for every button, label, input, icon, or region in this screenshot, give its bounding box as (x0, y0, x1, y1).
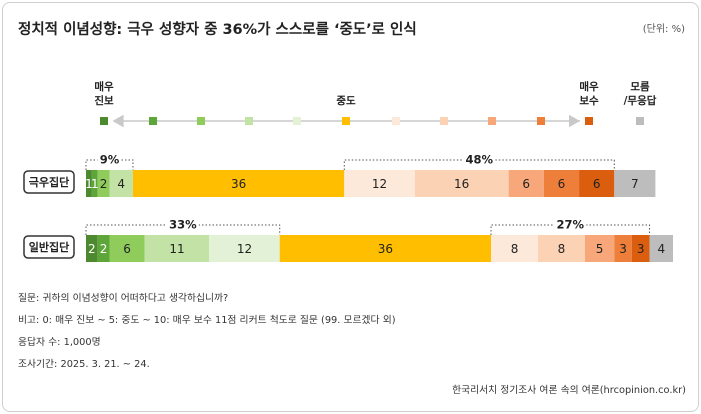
bars: 11 2 4 36 12 16 6 6 6 72 2 6 11 12 36 8 8 5 3 3 4 (85, 170, 673, 262)
bar-segment-1-7 (537, 235, 585, 262)
bar-label-1-0: 2 (88, 242, 96, 256)
bar-label-1-8: 5 (596, 242, 604, 256)
bracket-label-bg-0 (97, 151, 122, 165)
scale-square-10 (585, 117, 593, 125)
bar-label-1-2: 6 (123, 242, 131, 256)
scale-dk-label-1: 모름 (630, 81, 650, 93)
bracket-label-2: 33% (169, 218, 197, 232)
bar-label-1-9: 3 (619, 242, 627, 256)
bar-segment-1-6 (491, 235, 538, 262)
bar-label-1-3: 11 (169, 242, 184, 256)
brackets: 9% 48% 33% 27% (85, 151, 651, 235)
bar-segment-0-2 (97, 170, 110, 197)
bar-segment-0-10 (579, 170, 615, 197)
bar-segment-0-1 (91, 170, 98, 197)
row-label-box-far-right (23, 170, 75, 194)
scale-square-7 (440, 117, 448, 125)
bar-segment-0-6 (344, 170, 415, 197)
bracket-label-bg-2 (166, 216, 199, 230)
row-label-far-right: 극우집단 (29, 175, 69, 189)
bar-segment-1-모름/무응답 (649, 235, 673, 262)
scale-square-0 (100, 117, 108, 125)
bar-segment-0-0 (86, 170, 92, 197)
scale-right-label-1: 매우 (579, 80, 599, 93)
bar-label-1-1: 2 (100, 242, 108, 256)
scale-square-8 (488, 117, 496, 125)
bracket-label-bg-3 (554, 216, 587, 230)
bar-label-0-6: 12 (372, 177, 387, 191)
bar-label-1-모름/무응답: 4 (657, 242, 665, 256)
bar-label-0-7: 16 (454, 177, 469, 191)
bar-label-0-9: 6 (558, 177, 566, 191)
bar-label-1-5: 36 (378, 242, 393, 256)
bar-segment-1-2 (109, 235, 145, 262)
bracket-line-3 (490, 224, 651, 235)
bar-segment-0-3 (109, 170, 133, 197)
scale-square-2 (197, 117, 205, 125)
bar-label-1-6: 8 (511, 242, 519, 256)
bracket-label-bg-1 (463, 151, 496, 165)
scale-right-label-2: 보수 (579, 95, 599, 107)
row-label-general: 일반집단 (29, 240, 69, 254)
bracket-line-2 (85, 224, 281, 235)
scale-dk-label-2: /무응답 (624, 95, 657, 107)
note-question: 질문: 귀하의 이념성향이 어떠하다고 생각하십니까? (18, 291, 228, 304)
scale-square-모름/무응답 (636, 117, 644, 125)
bar-label-1-10: 3 (637, 242, 645, 256)
scale-square-4 (293, 117, 301, 125)
scale-left-label-2: 진보 (94, 94, 114, 107)
scale-square-5 (342, 117, 350, 125)
bar-label-0-5: 36 (231, 177, 246, 191)
bar-label-0-3: 4 (117, 177, 125, 191)
bar-segment-1-3 (144, 235, 210, 262)
chart-title: 정치적 이념성향: 극우 성향자 중 36%가 스스로를 ‘중도’로 인식 (18, 20, 417, 38)
bar-label-0-모름/무응답: 7 (631, 177, 639, 191)
source-label: 한국리서치 정기조사 여론 속의 여론(hrcopinion.co.kr) (452, 384, 686, 396)
scale-square-3 (245, 117, 253, 125)
bracket-line-1 (343, 159, 615, 170)
scale-square-6 (392, 117, 400, 125)
bar-label-0-1: 1 (91, 177, 99, 191)
bar-segment-0-8 (508, 170, 544, 197)
bracket-label-3: 27% (557, 218, 585, 232)
bar-segment-1-5 (279, 235, 492, 262)
bar-segment-1-4 (209, 235, 280, 262)
row-label-box-general (23, 235, 75, 259)
bar-segment-1-1 (97, 235, 110, 262)
bracket-line-0 (85, 159, 134, 170)
bar-segment-0-모름/무응답 (614, 170, 656, 197)
scale-squares (100, 117, 644, 125)
bar-label-0-2: 2 (100, 177, 108, 191)
bar-segment-1-8 (584, 235, 615, 262)
unit-label: (단위: %) (643, 22, 685, 35)
bar-segment-0-5 (132, 170, 345, 197)
scale-square-1 (149, 117, 157, 125)
bar-label-0-8: 6 (522, 177, 530, 191)
bar-segment-1-9 (614, 235, 632, 262)
bracket-label-1: 48% (466, 153, 494, 167)
scale-square-9 (537, 117, 545, 125)
scale-left-label-1: 매우 (94, 80, 114, 93)
note-respondents: 응답자 수: 1,000명 (18, 336, 101, 348)
bar-label-1-7: 8 (558, 242, 566, 256)
bar-label-1-4: 12 (237, 242, 252, 256)
note-period: 조사기간: 2025. 3. 21. ~ 24. (18, 358, 150, 370)
scale-center-label: 중도 (336, 95, 356, 107)
bar-label-0-0: 1 (85, 177, 93, 191)
bar-segment-0-9 (543, 170, 580, 197)
bar-segment-1-0 (86, 235, 98, 262)
bar-segment-0-7 (414, 170, 509, 197)
bracket-label-0: 9% (100, 153, 120, 167)
bar-segment-1-10 (631, 235, 650, 262)
note-remark: 비고: 0: 매우 진보 ~ 5: 중도 ~ 10: 매우 보수 11점 리커트… (18, 314, 396, 326)
bar-label-0-10: 6 (593, 177, 601, 191)
